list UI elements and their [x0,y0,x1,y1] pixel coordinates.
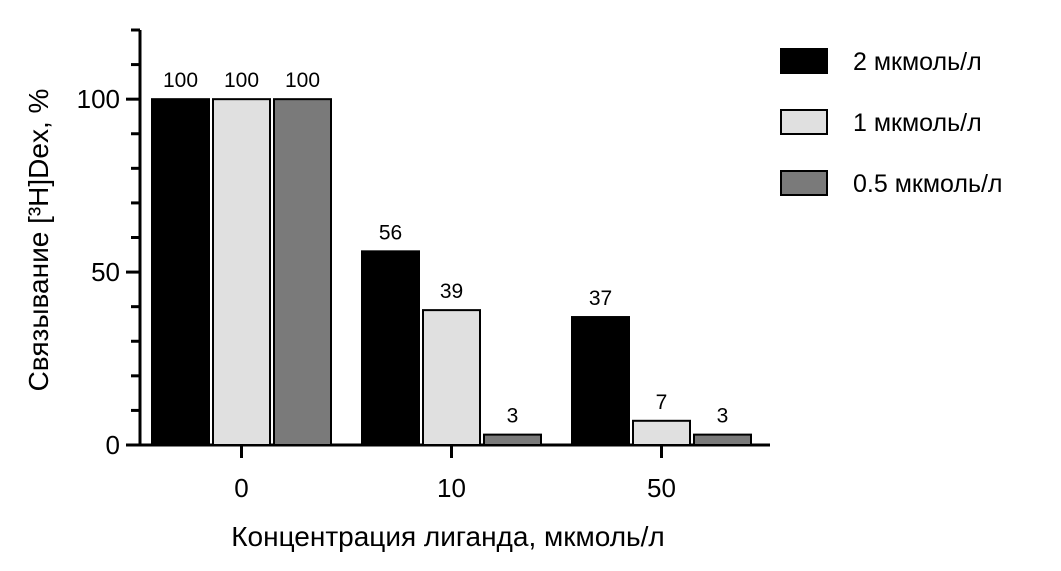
bar [151,98,210,447]
bar [571,316,630,446]
bar-value-label: 100 [285,69,320,92]
bar [632,419,691,446]
legend: 2 мкмоль/л 1 мкмоль/л 0.5 мкмоль/л [780,48,1003,198]
bar [273,98,332,447]
x-axis-label: Концентрация лиганда, мкмоль/л [231,521,665,552]
bar [693,433,752,446]
y-tick-label: 100 [77,84,120,114]
x-tick-label: 0 [234,473,248,503]
legend-label: 2 мкмоль/л [853,48,982,76]
bar [483,433,542,446]
bar-value-label: 100 [224,69,259,92]
x-tick-label: 10 [437,473,466,503]
y-tick-label: 0 [106,430,120,460]
legend-swatch [780,170,828,196]
bar-value-label: 56 [379,221,402,244]
legend-swatch [780,48,828,74]
legend-label: 0.5 мкмоль/л [853,170,1003,198]
legend-label: 1 мкмоль/л [853,109,982,137]
x-tick-label: 50 [647,473,676,503]
bar-value-label: 3 [717,405,729,428]
bar-value-label: 39 [440,280,463,303]
y-tick-label: 50 [91,257,120,287]
bar-value-label: 3 [507,405,519,428]
y-axis-label: Связывание [³H]Dex, % [23,89,54,392]
bars: 100 100 100 56 39 3 37 7 3 [151,69,752,447]
legend-swatch [780,109,828,135]
bar-value-label: 37 [589,287,612,310]
bar [361,250,420,446]
bar [212,98,271,447]
bar-value-label: 7 [656,391,668,414]
bar [422,309,481,446]
bar-value-label: 100 [163,69,198,92]
